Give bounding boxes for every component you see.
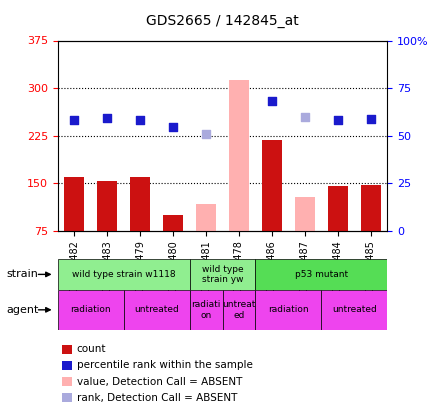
Text: percentile rank within the sample: percentile rank within the sample	[77, 360, 252, 370]
Text: wild type strain w1118: wild type strain w1118	[72, 270, 175, 279]
Point	[367, 115, 374, 122]
Point	[202, 130, 210, 137]
Point	[71, 117, 78, 123]
Text: untreat
ed: untreat ed	[222, 300, 255, 320]
Point	[104, 115, 111, 121]
Bar	[255, 290, 321, 330]
Text: agent: agent	[7, 305, 39, 315]
Bar	[58, 290, 124, 330]
Bar	[124, 290, 190, 330]
Text: radiation: radiation	[268, 305, 309, 314]
Bar	[295, 197, 315, 231]
Text: p53 mutant: p53 mutant	[295, 270, 348, 279]
Bar	[97, 181, 117, 231]
Bar	[58, 259, 190, 290]
Bar	[222, 290, 255, 330]
Bar	[361, 185, 380, 231]
Text: untreated: untreated	[332, 305, 376, 314]
Bar	[255, 259, 387, 290]
Text: wild type
strain yw: wild type strain yw	[202, 265, 243, 284]
Point	[334, 117, 341, 123]
Point	[268, 98, 275, 104]
Text: radiation: radiation	[70, 305, 111, 314]
Bar	[196, 204, 216, 231]
Text: value, Detection Call = ABSENT: value, Detection Call = ABSENT	[77, 377, 242, 386]
Bar	[130, 177, 150, 231]
Bar	[190, 290, 222, 330]
Bar	[65, 177, 84, 231]
Text: strain: strain	[7, 269, 39, 279]
Bar	[262, 140, 282, 231]
Text: untreated: untreated	[134, 305, 179, 314]
Text: GDS2665 / 142845_at: GDS2665 / 142845_at	[146, 14, 299, 28]
Bar	[328, 186, 348, 231]
Point	[170, 124, 177, 131]
Point	[301, 113, 308, 120]
Text: rank, Detection Call = ABSENT: rank, Detection Call = ABSENT	[77, 393, 237, 403]
Bar	[321, 290, 387, 330]
Bar	[190, 259, 255, 290]
Bar	[163, 215, 183, 231]
Text: radiati
on: radiati on	[191, 300, 221, 320]
Bar	[229, 81, 249, 231]
Point	[137, 117, 144, 123]
Text: count: count	[77, 344, 106, 354]
